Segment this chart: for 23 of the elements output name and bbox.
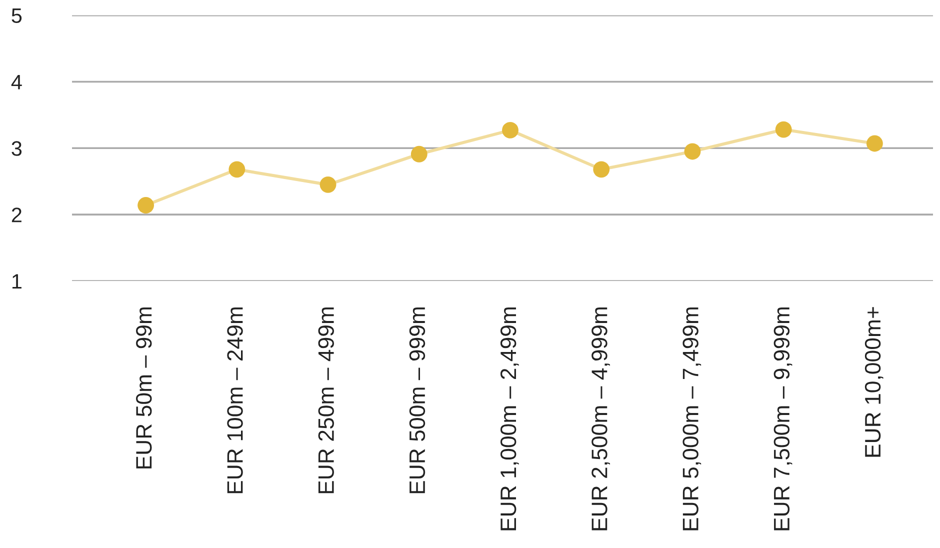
y-tick-label: 4: [11, 74, 22, 90]
x-tick-label: EUR 100m – 249m: [227, 307, 243, 494]
y-tick-label: 1: [12, 274, 22, 289]
x-tick-label: EUR 10,000m+: [864, 307, 884, 457]
point: [410, 146, 428, 162]
point: [228, 161, 246, 178]
x-tick-label: EUR 50m – 99m: [136, 307, 152, 468]
x-tick-label: EUR 250m – 499m: [318, 307, 334, 494]
x-tick-label: EUR 7,500m – 9,999m: [774, 307, 792, 530]
x-tick-label: EUR 500m – 999m: [409, 307, 426, 494]
point: [502, 122, 518, 138]
point: [684, 143, 701, 160]
x-tick-label: EUR 1,000m – 2,499m: [500, 307, 519, 530]
y-tick-label: 5: [12, 8, 22, 24]
point: [593, 161, 610, 178]
point: [866, 135, 883, 152]
y-tick-label: 3: [12, 141, 22, 156]
y-tick-label: 2: [12, 208, 22, 222]
point: [775, 121, 792, 138]
point: [138, 197, 154, 214]
point: [320, 176, 336, 193]
x-tick-label: EUR 5,000m – 7,499m: [682, 307, 702, 530]
x-tick-label: EUR 2,500m – 4,999m: [592, 307, 610, 530]
